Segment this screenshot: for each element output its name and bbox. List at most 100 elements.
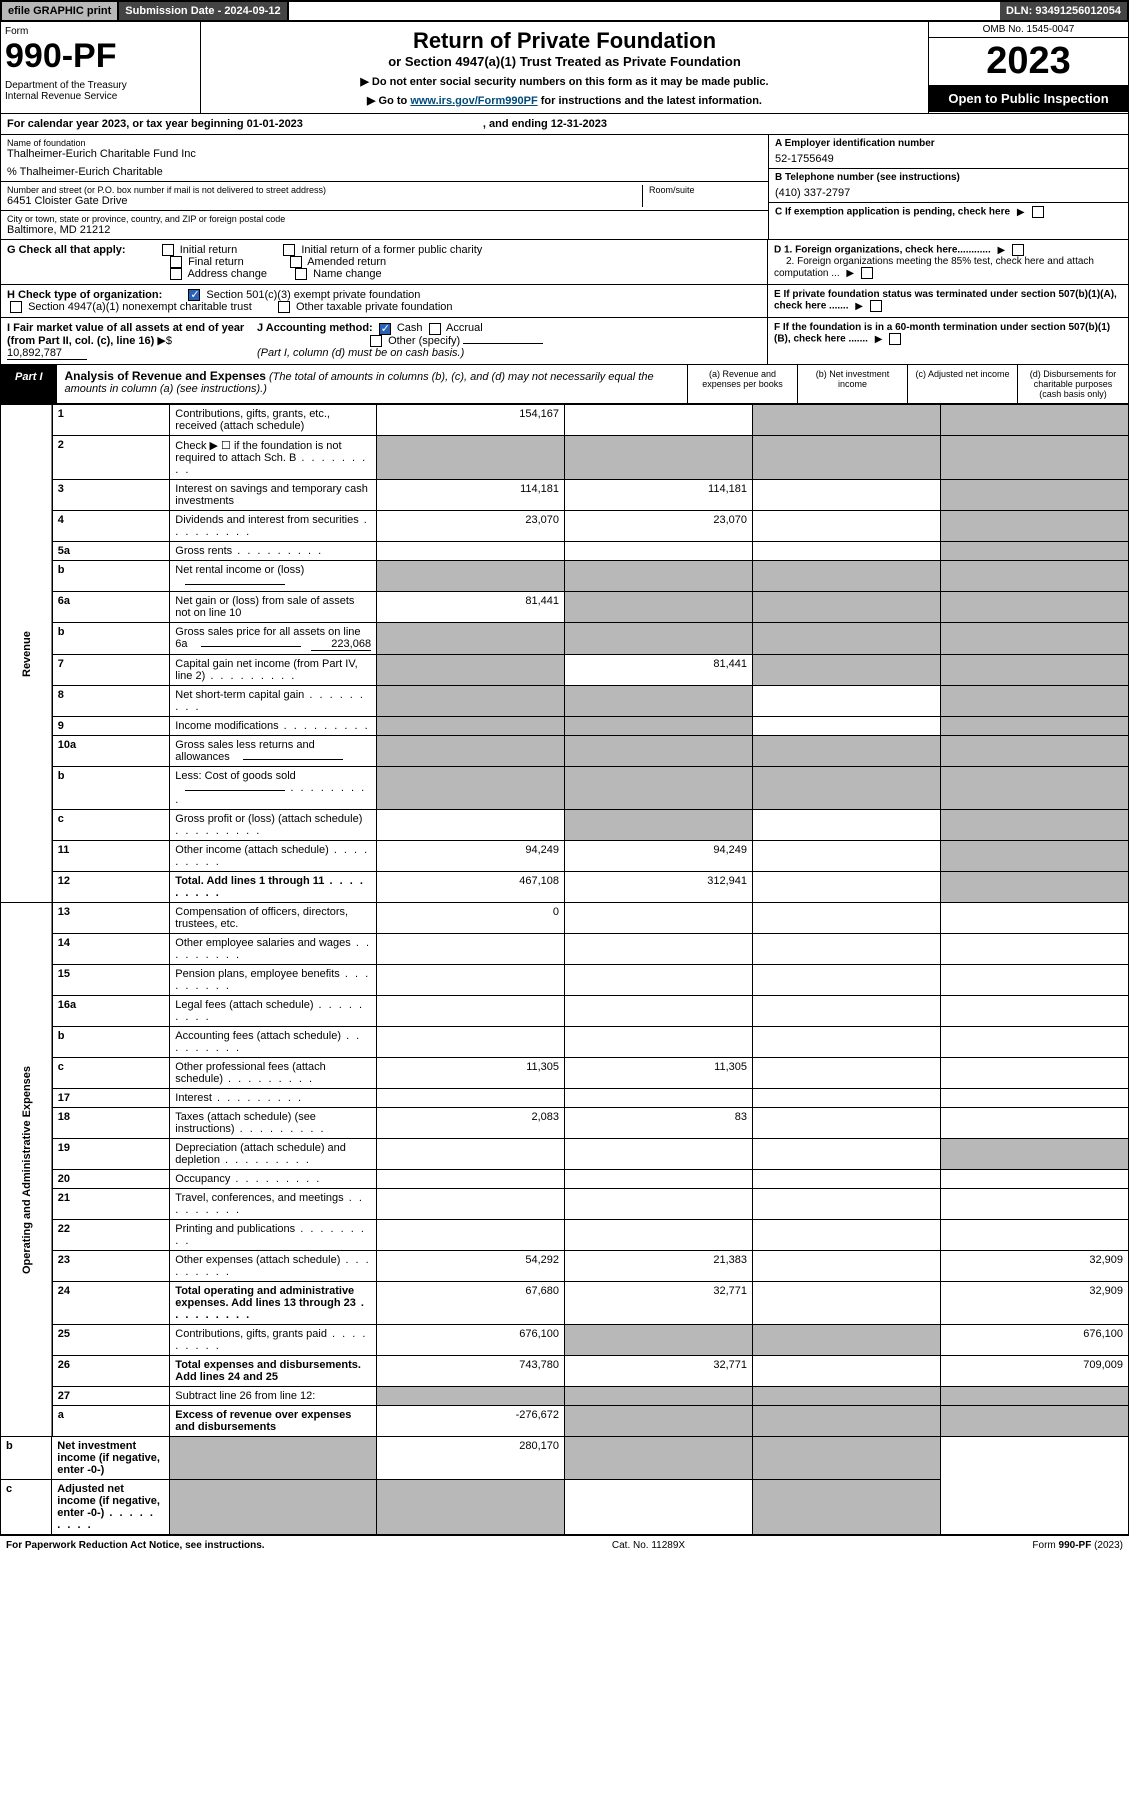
footer: For Paperwork Reduction Act Notice, see … — [0, 1535, 1129, 1555]
row-6a: 6a Net gain or (loss) from sale of asset… — [1, 592, 1129, 623]
top-bar: efile GRAPHIC print Submission Date - 20… — [0, 0, 1129, 22]
tax-year: 2023 — [929, 38, 1128, 85]
i-label: I Fair market value of all assets at end… — [7, 322, 244, 347]
header-center: Return of Private Foundation or Section … — [201, 22, 928, 113]
row-20: 20 Occupancy — [1, 1170, 1129, 1189]
part1-title: Analysis of Revenue and Expenses (The to… — [57, 365, 687, 403]
chk-amended[interactable] — [290, 256, 302, 268]
name-cell: Name of foundation Thalheimer-Eurich Cha… — [1, 135, 768, 182]
part1-header: Part I Analysis of Revenue and Expenses … — [0, 365, 1129, 404]
row-26: 26 Total expenses and disbursements. Add… — [1, 1356, 1129, 1387]
row-27: 27 Subtract line 26 from line 12: — [1, 1387, 1129, 1406]
form-subtitle: or Section 4947(a)(1) Trust Treated as P… — [207, 54, 922, 69]
row-h: H Check type of organization: Section 50… — [0, 285, 1129, 318]
j-note: (Part I, column (d) must be on cash basi… — [257, 347, 464, 359]
row-7: 7 Capital gain net income (from Part IV,… — [1, 655, 1129, 686]
side-expenses: Operating and Administrative Expenses — [1, 903, 52, 1437]
form-number: 990-PF — [5, 37, 196, 76]
row-17: 17 Interest — [1, 1089, 1129, 1108]
row-b: b Net rental income or (loss) — [1, 561, 1129, 592]
row-4: 4 Dividends and interest from securities… — [1, 511, 1129, 542]
col-c: (c) Adjusted net income — [908, 365, 1018, 403]
city-cell: City or town, state or province, country… — [1, 211, 768, 239]
row-c: c Gross profit or (loss) (attach schedul… — [1, 810, 1129, 841]
cal-year-end: , and ending 12-31-2023 — [483, 118, 607, 130]
note-1: ▶ Do not enter social security numbers o… — [207, 75, 922, 88]
row-14: 14 Other employee salaries and wages — [1, 934, 1129, 965]
header-right: OMB No. 1545-0047 2023 Open to Public In… — [928, 22, 1128, 113]
chk-4947[interactable] — [10, 301, 22, 313]
row-24: 24 Total operating and administrative ex… — [1, 1282, 1129, 1325]
efile-print-btn[interactable]: efile GRAPHIC print — [2, 2, 119, 20]
irs-link[interactable]: www.irs.gov/Form990PF — [410, 95, 537, 107]
d1-label: D 1. Foreign organizations, check here..… — [774, 245, 991, 256]
chk-e[interactable] — [870, 300, 882, 312]
submission-date: Submission Date - 2024-09-12 — [119, 2, 288, 20]
chk-other-tax[interactable] — [278, 301, 290, 313]
row-g: G Check all that apply: Initial return I… — [0, 240, 1129, 285]
d2-label: 2. Foreign organizations meeting the 85%… — [774, 256, 1094, 279]
chk-accrual[interactable] — [429, 323, 441, 335]
row-15: 15 Pension plans, employee benefits — [1, 965, 1129, 996]
chk-former[interactable] — [283, 244, 295, 256]
col-d: (d) Disbursements for charitable purpose… — [1018, 365, 1128, 403]
row-b: b Less: Cost of goods sold — [1, 767, 1129, 810]
chk-cash[interactable] — [379, 323, 391, 335]
row-3: 3 Interest on savings and temporary cash… — [1, 480, 1129, 511]
chk-f[interactable] — [889, 333, 901, 345]
row-5a: 5a Gross rents — [1, 542, 1129, 561]
i-value: 10,892,787 — [7, 347, 87, 360]
chk-final[interactable] — [170, 256, 182, 268]
col-b: (b) Net investment income — [798, 365, 908, 403]
row-23: 23 Other expenses (attach schedule) 54,2… — [1, 1251, 1129, 1282]
h-label: H Check type of organization: — [7, 289, 162, 301]
cal-year-begin: For calendar year 2023, or tax year begi… — [7, 118, 303, 130]
row-8: 8 Net short-term capital gain — [1, 686, 1129, 717]
chk-initial[interactable] — [162, 244, 174, 256]
j-label: J Accounting method: — [257, 322, 373, 334]
form-label: Form — [5, 26, 196, 37]
chk-name[interactable] — [295, 268, 307, 280]
row-c: c Other professional fees (attach schedu… — [1, 1058, 1129, 1089]
dept: Department of the Treasury Internal Reve… — [5, 80, 196, 102]
chk-other-acct[interactable] — [370, 335, 382, 347]
note-2: ▶ Go to www.irs.gov/Form990PF for instru… — [207, 94, 922, 107]
main-table: Revenue 1 Contributions, gifts, grants, … — [0, 404, 1129, 1535]
phone-cell: B Telephone number (see instructions) (4… — [769, 169, 1128, 203]
row-21: 21 Travel, conferences, and meetings — [1, 1189, 1129, 1220]
row-b: b Gross sales price for all assets on li… — [1, 623, 1129, 655]
part1-badge: Part I — [1, 365, 57, 403]
row-9: 9 Income modifications — [1, 717, 1129, 736]
col-headers: (a) Revenue and expenses per books (b) N… — [687, 365, 1128, 403]
info-block: Name of foundation Thalheimer-Eurich Cha… — [0, 135, 1129, 240]
footer-left: For Paperwork Reduction Act Notice, see … — [6, 1540, 265, 1551]
row-b: b Net investment income (if negative, en… — [1, 1437, 1129, 1480]
row-b: b Accounting fees (attach schedule) — [1, 1027, 1129, 1058]
row-c: c Adjusted net income (if negative, ente… — [1, 1480, 1129, 1535]
footer-right: Form 990-PF (2023) — [1032, 1540, 1123, 1551]
row-22: 22 Printing and publications — [1, 1220, 1129, 1251]
exemption-cell: C If exemption application is pending, c… — [769, 203, 1128, 221]
open-inspection: Open to Public Inspection — [929, 85, 1128, 112]
form-header: Form 990-PF Department of the Treasury I… — [0, 22, 1129, 114]
row-19: 19 Depreciation (attach schedule) and de… — [1, 1139, 1129, 1170]
row-2: 2 Check ▶ ☐ if the foundation is not req… — [1, 436, 1129, 480]
row-16a: 16a Legal fees (attach schedule) — [1, 996, 1129, 1027]
omb-number: OMB No. 1545-0047 — [929, 22, 1128, 38]
form-title: Return of Private Foundation — [207, 28, 922, 54]
side-revenue: Revenue — [1, 405, 52, 903]
row-18: 18 Taxes (attach schedule) (see instruct… — [1, 1108, 1129, 1139]
ein-cell: A Employer identification number 52-1755… — [769, 135, 1128, 169]
chk-501c3[interactable] — [188, 289, 200, 301]
chk-d2[interactable] — [861, 267, 873, 279]
row-a: a Excess of revenue over expenses and di… — [1, 1406, 1129, 1437]
row-11: 11 Other income (attach schedule) 94,249… — [1, 841, 1129, 872]
chk-address[interactable] — [170, 268, 182, 280]
calendar-year-row: For calendar year 2023, or tax year begi… — [0, 114, 1129, 135]
chk-d1[interactable] — [1012, 244, 1024, 256]
check-c[interactable] — [1032, 206, 1044, 218]
row-ij: I Fair market value of all assets at end… — [0, 318, 1129, 365]
row-13: Operating and Administrative Expenses 13… — [1, 903, 1129, 934]
f-label: F If the foundation is in a 60-month ter… — [774, 322, 1110, 345]
header-left: Form 990-PF Department of the Treasury I… — [1, 22, 201, 113]
